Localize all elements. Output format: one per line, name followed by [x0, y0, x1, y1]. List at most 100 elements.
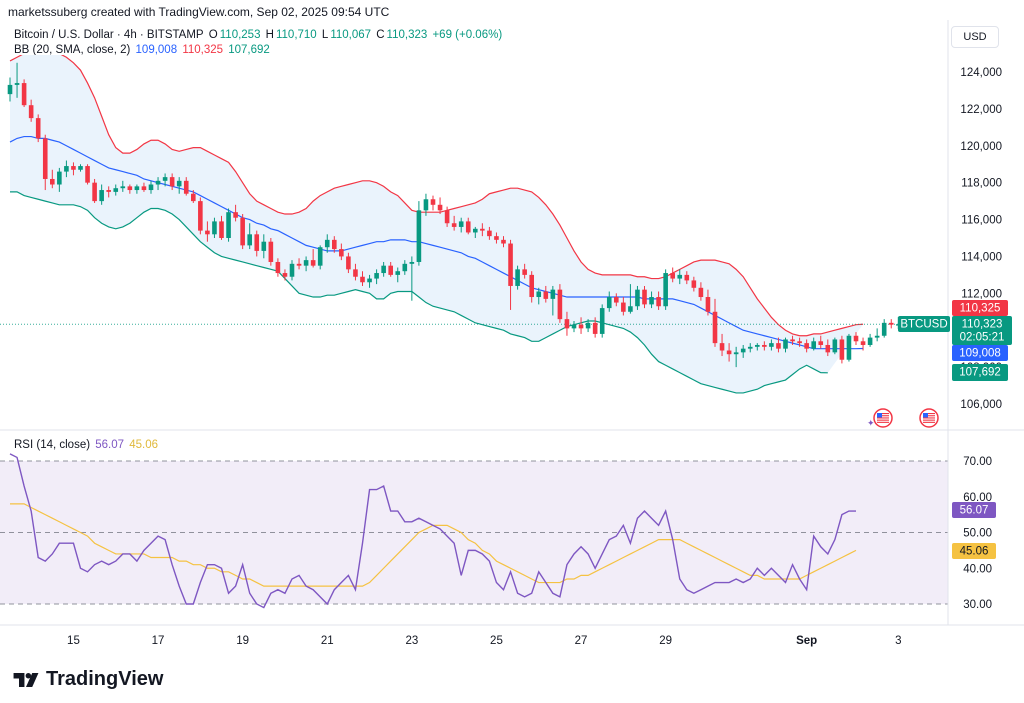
- candle-body: [557, 289, 563, 320]
- symbol-badge-bg: [898, 316, 950, 332]
- bb-basis-badge-text: 109,008: [959, 348, 1001, 360]
- candle-body: [451, 223, 457, 227]
- us-flag-icon: [873, 408, 893, 428]
- candle-body: [64, 166, 69, 172]
- candle-body: [705, 297, 711, 312]
- candle-body: [797, 341, 802, 344]
- rsi-background: [0, 460, 948, 605]
- candle-body: [550, 289, 556, 299]
- bb-upper-badge-text: 110,325: [960, 303, 1001, 315]
- last-price-badge-text: 02:05:21: [960, 332, 1005, 344]
- candle-body: [198, 201, 203, 231]
- candle-body: [141, 186, 147, 191]
- candle-body: [473, 228, 478, 233]
- close-label: C: [376, 29, 385, 41]
- rsi-lines: [9, 453, 857, 609]
- bb-title[interactable]: BB (20, SMA, close, 2): [14, 44, 131, 56]
- candle-body: [881, 322, 887, 336]
- candle-body: [670, 273, 675, 279]
- rsi-tick-label: 60.00: [963, 492, 992, 504]
- bb-upper-badge: 110,325: [952, 300, 1008, 316]
- low-value: 110,067: [330, 29, 372, 41]
- candle-body: [374, 273, 379, 279]
- tradingview-logo[interactable]: TradingView: [12, 668, 163, 691]
- bb-upper-value: 110,325: [182, 44, 224, 56]
- candle-body: [310, 260, 316, 266]
- candle-body: [599, 308, 605, 334]
- last-price-badge-bg: [952, 316, 1012, 345]
- time-tick-label: 21: [321, 635, 334, 647]
- candle-body: [698, 287, 704, 298]
- candle-body: [726, 350, 732, 355]
- candle-body: [289, 263, 295, 277]
- candle-body: [691, 280, 697, 288]
- candle-body: [120, 186, 126, 189]
- candle-body: [28, 105, 34, 119]
- price-tick-label: 122,000: [960, 104, 1002, 116]
- us-flag-icon-stripe: [923, 419, 935, 421]
- time-tick-label: 25: [490, 635, 503, 647]
- candle-body: [176, 180, 182, 187]
- rsi-legend[interactable]: RSI (14, close) 56.07 45.06: [14, 439, 160, 451]
- candle-body: [35, 118, 41, 139]
- bb-lower-value: 107,692: [228, 44, 270, 56]
- candle-body: [458, 221, 464, 227]
- bollinger-bands: [0, 55, 948, 394]
- candle-body: [529, 274, 534, 298]
- creator-line: marketssuberg created with TradingView.c…: [8, 5, 390, 19]
- candle-body: [635, 289, 640, 307]
- candle-body: [733, 352, 739, 355]
- bb-legend[interactable]: BB (20, SMA, close, 2) 109,008 110,325 1…: [14, 44, 272, 56]
- candle-body: [677, 274, 683, 279]
- candle-body: [219, 221, 224, 238]
- rsi-title[interactable]: RSI (14, close): [14, 439, 91, 451]
- chart-canvas[interactable]: 124,000 122,000 120,000 118,000 116,000 114,0…: [0, 0, 1024, 660]
- candle-body: [367, 278, 372, 283]
- candle-body: [430, 199, 436, 205]
- candle-body: [155, 180, 161, 185]
- bb-lower-badge: 107,692: [952, 364, 1008, 381]
- symbol-title[interactable]: Bitcoin / U.S. Dollar · 4h · BITSTAMP: [14, 29, 204, 41]
- candle-body: [719, 343, 725, 351]
- candle-body: [740, 348, 746, 353]
- candle-body: [846, 335, 852, 360]
- candle-body: [261, 241, 267, 251]
- bb-basis-line: [9, 135, 864, 350]
- candle-body: [50, 178, 55, 185]
- candle-body: [226, 212, 231, 238]
- candle-body: [515, 269, 520, 286]
- candle-body: [543, 291, 549, 299]
- price-tick-label: 118,000: [961, 178, 1002, 190]
- candle-body: [628, 306, 633, 312]
- symbol-badge: BTCUSD: [898, 316, 950, 332]
- symbol-badge-text: BTCUSD: [900, 319, 947, 331]
- time-tick-label: 17: [152, 635, 165, 647]
- candle-body: [212, 221, 217, 235]
- candle-body: [381, 265, 386, 274]
- candle-body: [874, 335, 880, 338]
- bb-upper-badge-bg: [952, 300, 1008, 316]
- candle-body: [57, 171, 62, 185]
- rsi-badge-bg: [952, 502, 996, 518]
- time-tick-label: 29: [659, 635, 672, 647]
- price-tick-label: 120,000: [960, 141, 1002, 153]
- candle-body: [762, 344, 767, 347]
- candle-body: [606, 297, 612, 309]
- candle-body: [656, 297, 661, 307]
- us-flag-icon-stripe: [877, 413, 889, 415]
- candle-body: [811, 341, 816, 349]
- time-tick-label: 19: [236, 635, 249, 647]
- us-flag-icon: [919, 408, 939, 428]
- candle-body: [536, 291, 542, 298]
- tradingview-brand-label: TradingView: [46, 668, 164, 690]
- currency-button[interactable]: USD: [951, 26, 999, 48]
- candle-body: [444, 210, 450, 224]
- candle-body: [825, 344, 831, 353]
- candle-body: [564, 319, 570, 329]
- high-value: 110,710: [275, 29, 317, 41]
- candle-body: [860, 341, 866, 345]
- candle-body: [183, 180, 189, 194]
- candle-body: [254, 234, 260, 251]
- candle-body: [663, 273, 668, 307]
